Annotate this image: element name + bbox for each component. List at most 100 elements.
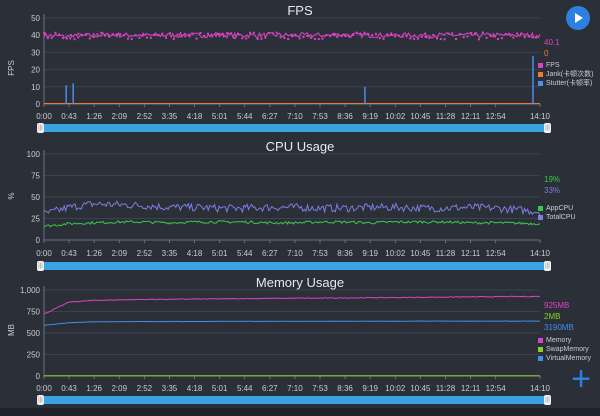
fps-point	[409, 37, 412, 40]
fps-x-tick-label: 7:53	[312, 112, 328, 121]
memory-x-tick-label: 12:54	[486, 384, 507, 393]
fps-point	[184, 32, 187, 35]
fps-point	[111, 32, 114, 35]
legend-item-stutter: Stutter(卡顿率)	[538, 79, 593, 88]
appcpu-readout: 19%	[544, 175, 561, 184]
fps-point	[497, 38, 500, 41]
fps-point	[462, 36, 465, 39]
memory-x-tick-label: 0:43	[61, 384, 77, 393]
fps-panel: FPS FPS 0 10 20 30 40 50 0:00 0:43 1:26 2:09 2:52 3…	[0, 0, 600, 140]
fps-point	[512, 36, 515, 39]
fps-point	[508, 33, 511, 36]
cpu-x-tick-label: 4:18	[187, 249, 203, 258]
fps-point	[352, 34, 355, 37]
fps-point	[474, 32, 477, 35]
fps-point	[523, 36, 526, 39]
legend-item-swap: SwapMemory	[538, 345, 591, 354]
fps-point	[283, 36, 286, 39]
cpu-x-tick-label: 11:28	[436, 249, 456, 258]
slider-handle-right[interactable]: |||	[544, 123, 551, 133]
memory-y-tick-label: 1,000	[20, 286, 41, 295]
fps-point	[466, 35, 469, 38]
legend-item-totalcpu: TotalCPU	[538, 213, 576, 222]
memory-x-tick-label: 14:10	[530, 384, 551, 393]
fps-point	[237, 33, 240, 36]
fps-point	[233, 37, 236, 40]
fps-point	[134, 34, 137, 37]
memory-x-tick-label: 2:52	[137, 384, 153, 393]
swap-readout: 2MB	[544, 312, 561, 321]
fps-point	[176, 33, 179, 36]
fps-point	[382, 37, 385, 40]
fps-point	[535, 36, 538, 39]
fps-x-tick-label: 0:43	[61, 112, 77, 121]
legend-item-appcpu: AppCPU	[538, 204, 576, 213]
fps-point	[394, 35, 397, 38]
fps-point	[43, 32, 45, 35]
fps-point	[157, 33, 160, 36]
memory-x-tick-label: 12:11	[461, 384, 481, 393]
cpu-x-tick-label: 0:00	[36, 249, 52, 258]
fps-point	[229, 32, 232, 35]
fps-x-tick-label: 0:00	[36, 112, 52, 121]
fps-point	[96, 33, 99, 36]
fps-point	[54, 31, 57, 34]
fps-x-tick-label: 2:52	[137, 112, 153, 121]
cpu-x-tick-label: 0:43	[61, 249, 77, 258]
cpu-range-slider[interactable]: ||| |||	[37, 261, 551, 271]
fps-point	[367, 33, 370, 36]
slider-handle-left[interactable]: |||	[37, 261, 44, 271]
fps-point	[46, 37, 49, 40]
memory-y-tick-label: 250	[27, 351, 41, 360]
appcpu-series-line	[43, 219, 541, 228]
fps-point	[470, 32, 473, 35]
fps-point	[420, 35, 423, 38]
fps-point	[500, 37, 503, 40]
fps-point	[355, 31, 358, 34]
memory-range-slider[interactable]: ||| |||	[37, 395, 551, 405]
cpu-y-axis-label: %	[7, 192, 16, 199]
fps-point	[222, 33, 225, 36]
cpu-x-tick-label: 6:27	[262, 249, 278, 258]
fps-point	[104, 34, 107, 37]
virtual-readout: 3190MB	[544, 323, 574, 332]
fps-point	[374, 32, 377, 35]
legend-item-jank: Jank(卡顿次数)	[538, 70, 593, 79]
fps-point	[77, 32, 80, 35]
memory-x-tick-label: 7:53	[312, 384, 328, 393]
fps-point	[58, 33, 61, 36]
slider-handle-right[interactable]: |||	[544, 261, 551, 271]
fps-point	[344, 33, 347, 36]
fps-point	[271, 32, 274, 35]
fps-point	[264, 36, 267, 39]
cpu-x-tick-label: 2:09	[111, 249, 127, 258]
fps-y-tick-label: 40	[31, 31, 40, 40]
play-button[interactable]	[566, 6, 590, 30]
slider-handle-left[interactable]: |||	[37, 395, 44, 405]
cpu-x-tick-label: 14:10	[530, 249, 551, 258]
memory-y-axis-label: MB	[7, 324, 16, 336]
fps-point	[92, 36, 95, 39]
fps-x-tick-label: 10:45	[410, 112, 431, 121]
cpu-y-tick-label: 75	[31, 172, 40, 181]
slider-handle-right[interactable]: |||	[544, 395, 551, 405]
fps-x-tick-label: 8:36	[337, 112, 353, 121]
slider-handle-left[interactable]: |||	[37, 123, 44, 133]
cpu-y-tick-label: 25	[31, 215, 40, 224]
fps-x-tick-label: 5:44	[237, 112, 253, 121]
fps-point	[519, 32, 522, 35]
fps-range-slider[interactable]: ||| |||	[37, 123, 551, 133]
fps-point	[218, 32, 221, 35]
fps-point	[447, 32, 450, 35]
fps-point	[119, 33, 122, 36]
cpu-x-tick-label: 2:52	[137, 249, 153, 258]
fps-point	[203, 34, 206, 37]
fps-y-axis-label: FPS	[7, 60, 16, 76]
fps-point	[504, 33, 507, 36]
cpu-chart-title: CPU Usage	[265, 139, 335, 154]
fps-y-tick-label: 30	[31, 48, 40, 57]
fps-point	[50, 36, 53, 39]
memory-x-tick-label: 10:45	[410, 384, 431, 393]
add-button[interactable]: +	[568, 362, 594, 396]
fps-point	[168, 32, 171, 35]
